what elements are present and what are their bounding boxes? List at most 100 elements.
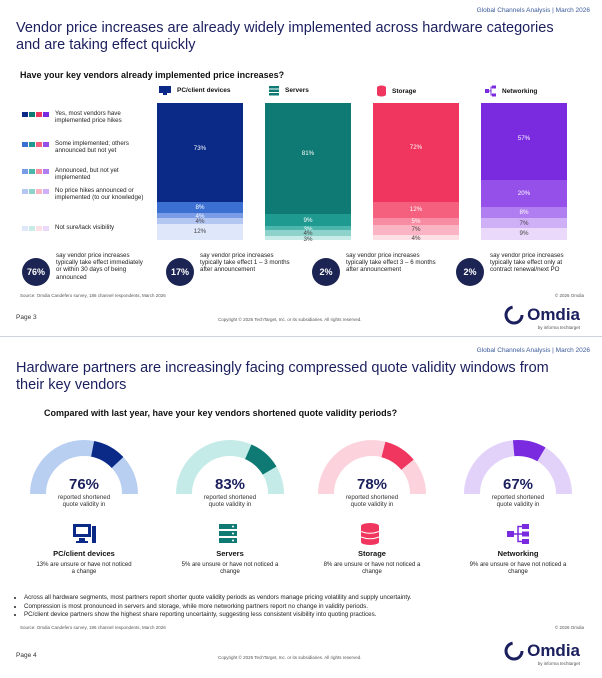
gauge-chart <box>30 440 138 495</box>
legend-swatch-cell <box>29 142 35 147</box>
bar-data-label: 4% <box>411 234 421 242</box>
segment-unsure-note: 8% are unsure or have not noticed a chan… <box>323 562 421 575</box>
omdia-mark-icon <box>504 305 524 325</box>
legend-swatch-cell <box>29 189 35 194</box>
bar-segment: 3% <box>265 235 351 243</box>
legend-swatch-cell <box>22 189 28 194</box>
segment-icon-wrap <box>505 522 531 551</box>
takeaway-2: Compression is most pronounced in server… <box>24 603 576 612</box>
segment-name: Storage <box>358 549 386 558</box>
col-head-pc: PC/client devices <box>158 85 230 96</box>
gauge-caption: reported shortened quote validity in <box>203 494 257 508</box>
network-icon <box>507 524 529 544</box>
database-icon <box>360 523 380 545</box>
bar-segment: 81% <box>265 103 351 214</box>
bar-segment: 4% <box>265 230 351 238</box>
page-number: Page 3 <box>16 314 37 321</box>
bar-segment: 9% <box>265 213 351 227</box>
stat-text: say vendor price increases typically tak… <box>346 252 436 274</box>
bar-segment: 8% <box>481 207 567 219</box>
takeaway-1: Across all hardware segments, most partn… <box>24 594 576 603</box>
gauge-percent: 67% <box>502 476 534 493</box>
legend-label: Some implemented; others announced but n… <box>55 140 129 155</box>
bar-segment: 7% <box>373 224 459 235</box>
legend-swatch-cell <box>36 142 42 147</box>
segment-unsure-note: 5% are unsure or have not noticed a chan… <box>181 562 279 575</box>
gauge-caption: reported shortened quote validity in <box>345 494 399 508</box>
legend-swatch-cell <box>43 169 49 174</box>
legend-swatch-cell <box>22 112 28 117</box>
bar-segment: 12% <box>157 223 243 240</box>
bar-data-label: 57% <box>517 135 531 143</box>
legend-swatch-cell <box>43 189 49 194</box>
bar-data-label: 20% <box>517 190 531 198</box>
legend-swatch <box>22 142 49 147</box>
stat-callout: 2% say vendor price increases typically t… <box>312 252 436 286</box>
stat-callout: 2% say vendor price increases typically t… <box>456 252 580 286</box>
segment-name: Networking <box>497 549 539 558</box>
legend-swatch <box>22 189 49 194</box>
gauge-block: 83% reported shortened quote validity in S… <box>170 436 290 586</box>
server-icon <box>219 524 237 543</box>
page-divider <box>0 336 602 337</box>
bar-data-label: 4% <box>195 218 205 226</box>
bar-data-label: 81% <box>301 149 315 157</box>
gauge-chart <box>318 440 426 495</box>
slide-title: Vendor price increases are already widel… <box>16 20 554 53</box>
omdia-mark-icon <box>504 641 524 661</box>
stat-text: say vendor price increases typically tak… <box>56 252 143 281</box>
bar-column: 81% 9% 3%4%3% <box>265 103 351 243</box>
legend-item: Not sure/lack visibility <box>22 224 145 231</box>
legend-swatch-cell <box>36 189 42 194</box>
bar-data-label: 4% <box>303 230 313 238</box>
col-head-label: Networking <box>502 87 538 95</box>
segment-icon-wrap <box>71 522 97 551</box>
legend-swatch-cell <box>36 112 42 117</box>
gauge-chart <box>464 440 572 495</box>
omdia-sub: by informa techtarget <box>537 661 580 666</box>
legend-swatch-cell <box>43 112 49 117</box>
bar-segment: 4% <box>157 212 243 220</box>
stat-text: say vendor price increases typically tak… <box>490 252 564 274</box>
stat-percent: 2% <box>312 258 340 286</box>
footer-legal: Copyright © 2026 TechTarget, Inc. or its… <box>218 655 362 660</box>
header-tag: Global Channels Analysis | March 2026 <box>476 347 590 354</box>
legend-item: Yes, most vendors have implemented price… <box>22 110 145 124</box>
gauge-fill <box>244 444 277 475</box>
segment-icon-wrap <box>217 522 239 551</box>
legend-swatch-cell <box>29 112 35 117</box>
stat-text: say vendor price increases typically tak… <box>200 252 290 274</box>
legend-item: No price hikes announced or implemented … <box>22 187 145 201</box>
legend-swatch-cell <box>36 226 42 231</box>
col-head-label: PC/client devices <box>177 87 231 94</box>
legend-swatch-cell <box>36 169 42 174</box>
segment-name: PC/client devices <box>53 549 115 558</box>
bar-segment: 4% <box>373 234 459 242</box>
gauge-caption: reported shortened quote validity in <box>57 494 111 508</box>
omdia-sub: by informa techtarget <box>537 325 580 330</box>
col-head-servers: Servers <box>268 85 309 96</box>
gauge-block: 67% reported shortened quote validity in N… <box>458 436 578 586</box>
legend-swatch-cell <box>22 142 28 147</box>
copyright: © 2026 Omdia <box>554 293 584 298</box>
legend-label: No price hikes announced or implemented … <box>55 187 144 202</box>
bar-data-label: 8% <box>519 209 529 217</box>
col-head-label: Storage <box>392 87 417 95</box>
legend-label: Announced, but not yet implemented <box>55 167 119 182</box>
gauge-fill <box>512 440 546 462</box>
stat-percent: 17% <box>166 258 194 286</box>
legend-swatch-cell <box>22 169 28 174</box>
stat-callout: 76% say vendor price increases typically … <box>22 252 146 286</box>
slide-page-4: Global Channels Analysis | March 2026 Ha… <box>0 338 602 678</box>
chart-question: Compared with last year, have your key v… <box>44 408 398 418</box>
legend-item: Announced, but not yet implemented <box>22 167 145 181</box>
legend-swatch <box>22 226 49 231</box>
bar-segment: 4% <box>157 218 243 226</box>
footer-legal: Copyright © 2026 TechTarget, Inc. or its… <box>218 317 362 322</box>
legend-swatch <box>22 112 49 117</box>
gauge-fill <box>90 440 124 469</box>
bar-data-label: 3% <box>303 235 313 243</box>
copyright: © 2026 Omdia <box>554 625 584 630</box>
bar-column: 73% 8% 4% 4% 12% <box>157 103 243 240</box>
gauge-track <box>318 440 426 495</box>
